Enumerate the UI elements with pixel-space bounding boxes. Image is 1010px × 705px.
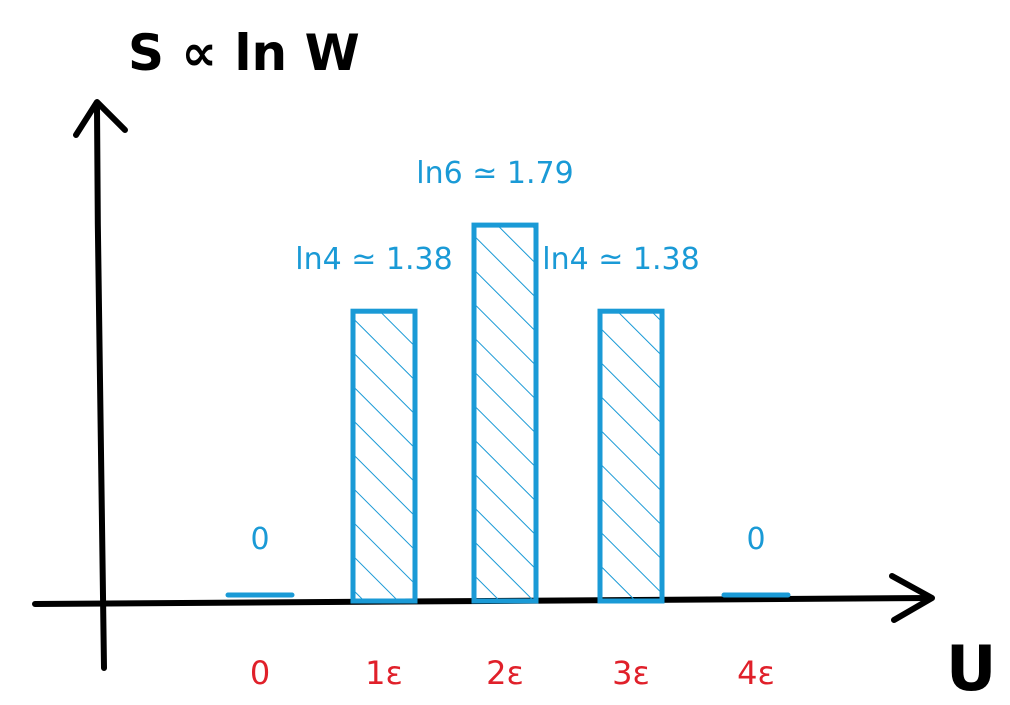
data-label-1: ln4 ≃ 1.38 xyxy=(295,242,452,277)
x-tick-label-1: 1ε xyxy=(365,654,403,692)
y-axis-line xyxy=(94,105,107,671)
x-axis-arrowhead xyxy=(889,573,935,623)
bar-1 xyxy=(350,308,418,604)
x-axis-line xyxy=(32,595,933,607)
x-axis-title: U xyxy=(946,632,996,705)
x-tick-label-3: 3ε xyxy=(612,654,650,692)
data-label-4: 0 xyxy=(746,522,765,557)
bar-3 xyxy=(597,308,665,604)
y-axis-title: S ∝ ln W xyxy=(128,24,360,82)
y-axis-arrowhead xyxy=(73,99,128,138)
bars-layer xyxy=(225,222,791,604)
data-label-2: ln6 ≃ 1.79 xyxy=(416,156,573,191)
x-tick-label-2: 2ε xyxy=(486,654,524,692)
x-tick-label-4: 4ε xyxy=(737,654,775,692)
data-label-3: ln4 ≃ 1.38 xyxy=(542,242,699,277)
x-tick-label-0: 0 xyxy=(250,654,270,692)
tick-labels-layer: 0 1ε 2ε 3ε 4ε xyxy=(250,654,775,692)
bar-2 xyxy=(471,222,539,604)
value-labels-layer: 0 ln4 ≃ 1.38 ln6 ≃ 1.79 ln4 ≃ 1.38 0 xyxy=(250,156,765,557)
data-label-0: 0 xyxy=(250,522,269,557)
